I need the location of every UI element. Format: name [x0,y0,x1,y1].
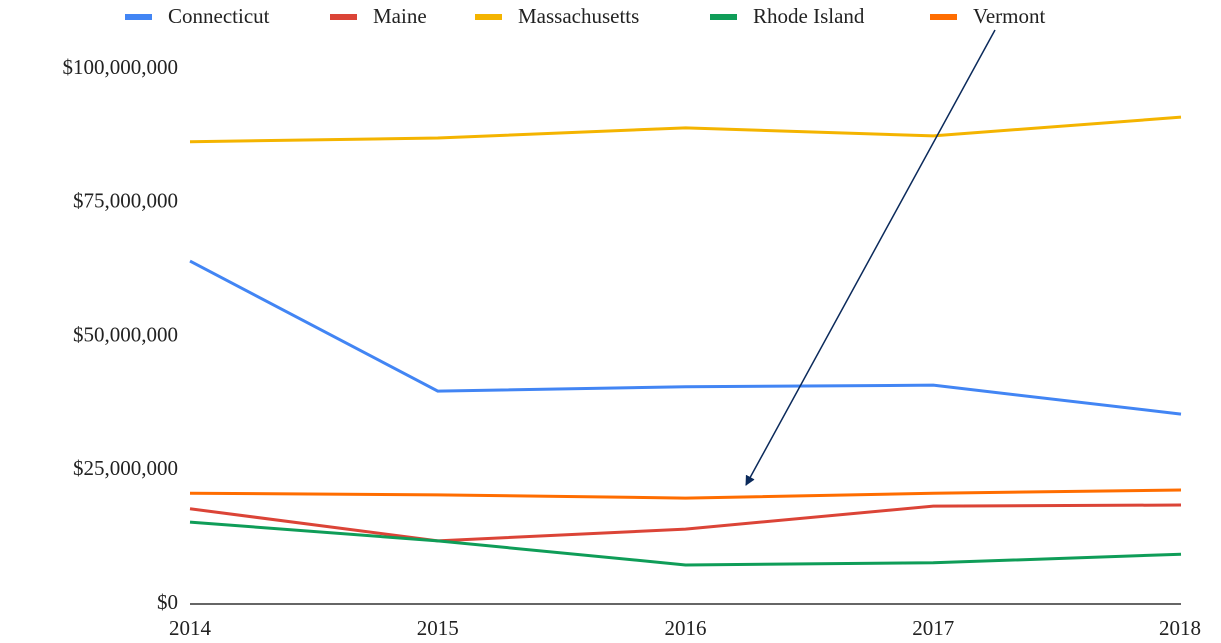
y-tick-label: $75,000,000 [73,189,178,213]
legend-swatch [930,14,957,20]
legend-label: Vermont [973,4,1045,28]
x-tick-label: 2015 [417,616,459,640]
legend-label: Connecticut [168,4,270,28]
annotation-arrow [745,29,996,486]
legend-swatch [475,14,502,20]
legend-label: Massachusetts [518,4,639,28]
legend-swatch [125,14,152,20]
series-line [189,488,1182,500]
series-line [189,115,1182,144]
y-tick-label: $0 [157,590,178,614]
legend-swatch [710,14,737,20]
series-line [189,503,1182,543]
series-line [189,259,1182,416]
x-tick-label: 2017 [912,616,954,640]
x-tick-label: 2014 [169,616,212,640]
x-tick-label: 2016 [665,616,707,640]
series-line [189,520,1182,567]
x-tick-label: 2018 [1159,616,1201,640]
legend-swatch [330,14,357,20]
y-tick-label: $25,000,000 [73,456,178,480]
y-tick-label: $100,000,000 [63,55,179,79]
legend-label: Rhode Island [753,4,865,28]
legend-label: Maine [373,4,427,28]
y-tick-label: $50,000,000 [73,322,178,346]
